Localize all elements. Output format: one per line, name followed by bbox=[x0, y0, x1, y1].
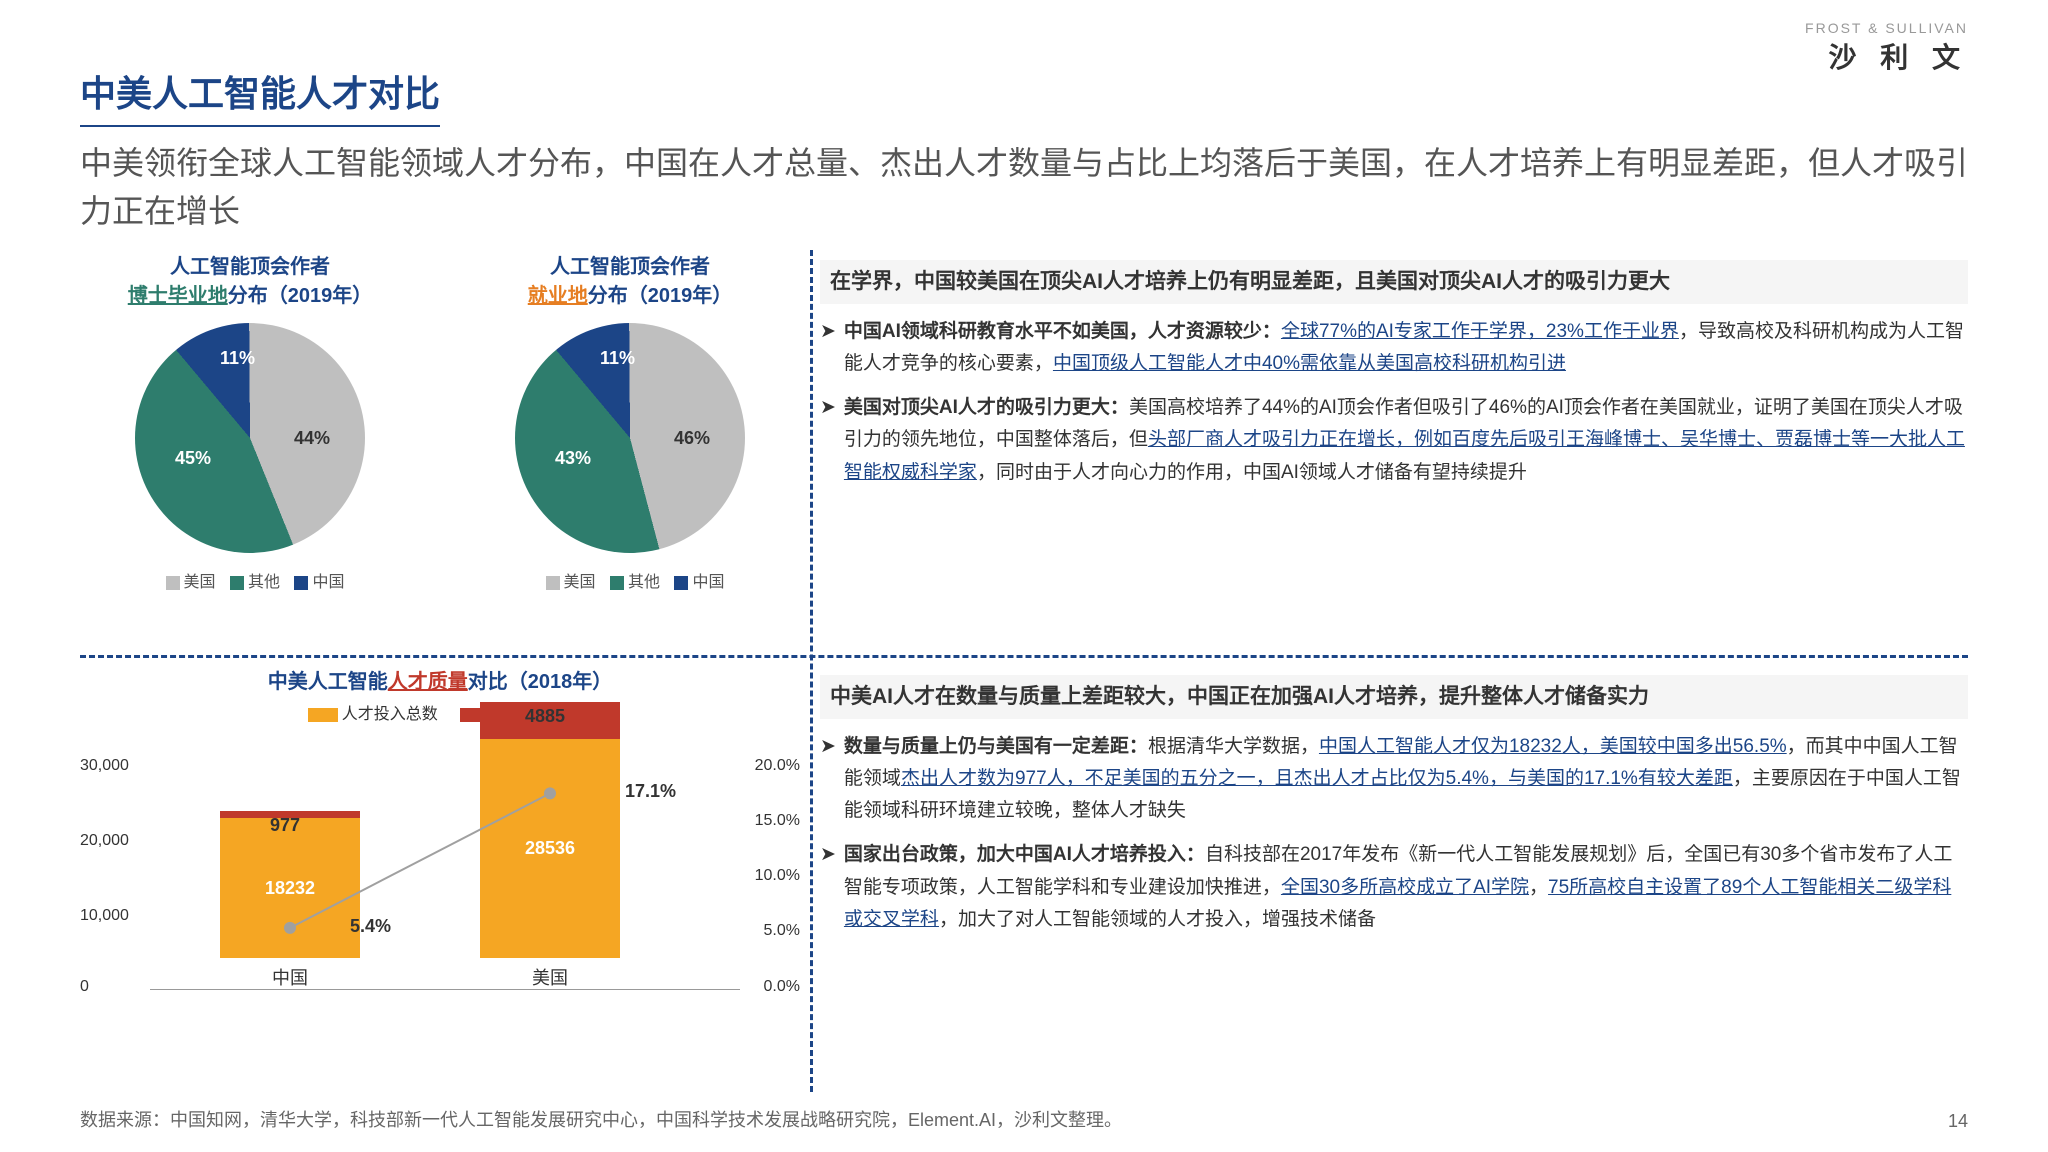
divider-vertical bbox=[810, 250, 813, 1092]
page-subtitle: 中美领衔全球人工智能领域人才分布，中国在人才总量、杰出人才数量与占比上均落后于美… bbox=[80, 139, 1968, 235]
pie-legend: 美国 其他 中国 bbox=[80, 568, 420, 592]
data-source: 数据来源：中国知网，清华大学，科技部新一代人工智能发展研究中心，中国科学技术发展… bbox=[80, 1106, 1122, 1132]
page-title: 中美人工智能人才对比 bbox=[80, 65, 440, 127]
bullet: 中国AI领域科研教育水平不如美国，人才资源较少：全球77%的AI专家工作于学界，… bbox=[820, 316, 1968, 381]
bullet: 美国对顶尖AI人才的吸引力更大：美国高校培养了44%的AI顶会作者但吸引了46%… bbox=[820, 392, 1968, 489]
pie-chart-phd: 人工智能顶会作者博士毕业地分布（2019年） 11% 44% 45% 美国 其他… bbox=[80, 250, 420, 592]
quadrant-top-right: 在学界，中国较美国在顶尖AI人才培养上仍有明显差距，且美国对顶尖AI人才的吸引力… bbox=[820, 250, 1968, 650]
page-header: 中美人工智能人才对比 中美领衔全球人工智能领域人才分布，中国在人才总量、杰出人才… bbox=[80, 65, 1968, 235]
quadrant-bottom-right: 中美AI人才在数量与质量上差距较大，中国正在加强AI人才培养，提升整体人才储备实… bbox=[820, 665, 1968, 1092]
bar-title: 中美人工智能人才质量对比（2018年） bbox=[80, 665, 800, 694]
panel-heading: 在学界，中国较美国在顶尖AI人才培养上仍有明显差距，且美国对顶尖AI人才的吸引力… bbox=[820, 260, 1968, 304]
bullet: 国家出台政策，加大中国AI人才培养投入：自科技部在2017年发布《新一代人工智能… bbox=[820, 839, 1968, 936]
quadrant-bottom-left: 中美人工智能人才质量对比（2018年） 人才投入总数 杰出人才数量 0 10,0… bbox=[80, 665, 800, 1092]
quadrant-top-left: 人工智能顶会作者博士毕业地分布（2019年） 11% 44% 45% 美国 其他… bbox=[80, 250, 800, 650]
bar-usa: 28536 美国 bbox=[480, 702, 620, 990]
bullet: 数量与质量上仍与美国有一定差距：根据清华大学数据，中国人工智能人才仅为18232… bbox=[820, 731, 1968, 828]
page-number: 14 bbox=[1948, 1111, 1968, 1132]
bar-chart: 0 10,000 20,000 30,000 0.0% 5.0% 10.0% 1… bbox=[80, 730, 800, 1020]
content-container: 人工智能顶会作者博士毕业地分布（2019年） 11% 44% 45% 美国 其他… bbox=[80, 250, 1968, 1092]
divider-horizontal bbox=[80, 655, 1968, 658]
logo-subtext: FROST & SULLIVAN bbox=[1805, 20, 1968, 36]
pie-legend: 美国 其他 中国 bbox=[460, 568, 800, 592]
panel-heading: 中美AI人才在数量与质量上差距较大，中国正在加强AI人才培养，提升整体人才储备实… bbox=[820, 675, 1968, 719]
pie-chart-work: 人工智能顶会作者就业地分布（2019年） 11% 46% 43% 美国 其他 中… bbox=[460, 250, 800, 592]
bar-legend: 人才投入总数 杰出人才数量 bbox=[80, 700, 800, 724]
bar-china: 18232 中国 bbox=[220, 811, 360, 990]
